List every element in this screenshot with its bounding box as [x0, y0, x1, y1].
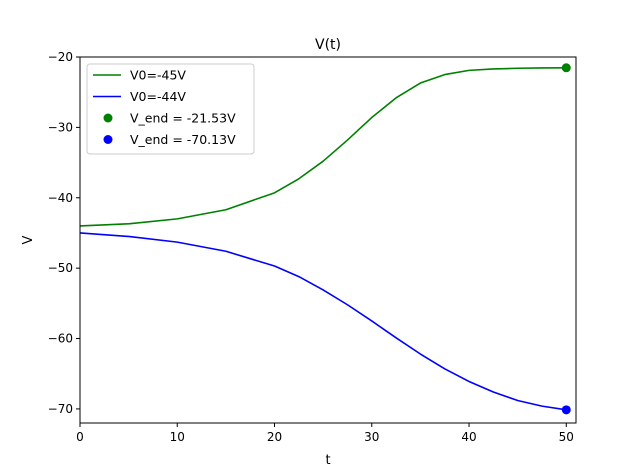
legend-marker [103, 113, 113, 123]
y-tick-label: −20 [48, 50, 73, 64]
y-tick-label: −50 [48, 261, 73, 275]
legend-box [86, 63, 255, 155]
y-axis-ticks: −70 −60 −50 −40 −30 −20 [48, 50, 80, 416]
x-tick-label: 50 [559, 430, 574, 444]
chart-title: V(t) [315, 37, 341, 53]
axes-frame [79, 56, 577, 424]
series-3-point [561, 405, 571, 415]
legend-label: V0=-45V [130, 68, 186, 83]
x-tick-label: 20 [267, 430, 282, 444]
y-axis-label: V [21, 235, 36, 244]
y-tick-label: −60 [48, 332, 73, 346]
series-1-line [79, 232, 567, 411]
x-tick-label: 10 [170, 430, 185, 444]
y-tick-label: −70 [48, 402, 73, 416]
y-tick-label: −40 [48, 191, 73, 205]
legend: V0=-45V V0=-44V V_end = -21.53V V_end = -70… [86, 63, 255, 155]
y-tick-label: −30 [48, 120, 73, 134]
legend-marker [103, 135, 113, 144]
legend-label: V_end = -70.13V [130, 132, 236, 147]
plot-area [79, 56, 577, 424]
series-0-line [79, 66, 567, 227]
x-tick-label: 0 [76, 430, 84, 444]
legend-label: V0=-44V [130, 89, 186, 104]
x-axis-ticks: 0 10 20 30 40 50 [76, 423, 574, 444]
series-2-point [561, 63, 571, 73]
x-tick-label: 30 [364, 430, 379, 444]
x-tick-label: 40 [461, 430, 476, 444]
series-lines [79, 66, 567, 411]
x-axis-label: t [325, 453, 330, 468]
legend-label: V_end = -21.53V [130, 111, 236, 126]
series-markers [561, 63, 571, 415]
